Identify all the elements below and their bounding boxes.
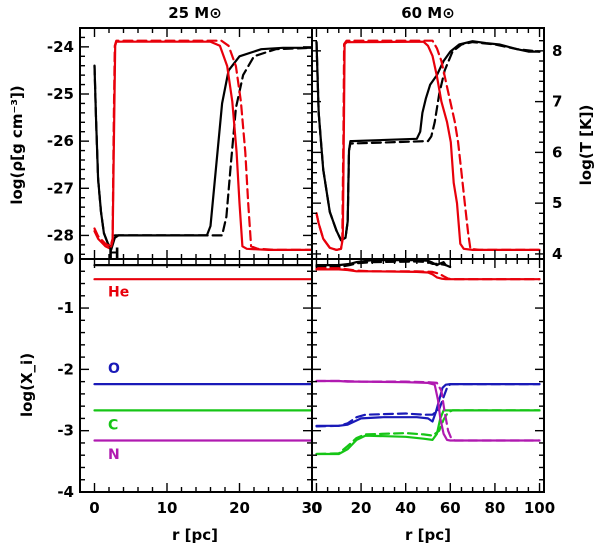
abundance-h-solid-60 (315, 259, 447, 267)
xtick-label-right: 80 (484, 499, 505, 517)
density-solid-60 (315, 40, 541, 242)
abundance-o-dashed-60 (315, 383, 541, 428)
ytick-label-density: 0 (64, 250, 74, 268)
ytick-label-density: -27 (47, 179, 74, 197)
panel-top-right (315, 39, 541, 251)
species-label-o: O (108, 361, 120, 377)
species-labels: H He O CN (108, 246, 129, 463)
xtick-label-left: 0 (89, 499, 99, 517)
title-25-msun: 25 M⊙ (168, 4, 222, 22)
abundance-n-dashed-60 (315, 379, 541, 442)
abundance-c-solid-60 (315, 409, 541, 456)
density-dashed-25 (93, 46, 312, 249)
abundance-n-solid-60 (315, 379, 541, 442)
density-dashed-60 (315, 41, 541, 242)
ytick-label-density: -26 (47, 132, 74, 150)
xtick-label-right: 20 (351, 499, 372, 517)
temperature-solid-60 (315, 40, 541, 251)
ytick-label-temperature: 8 (552, 42, 562, 60)
xlabel-right: r [pc] (405, 526, 451, 544)
xtick-label-left: 10 (157, 499, 178, 517)
xtick-label-right: 100 (524, 499, 555, 517)
xtick-label-right: 40 (395, 499, 416, 517)
xlabel-left: r [pc] (172, 526, 218, 544)
ylabel-density: log(ρ[g cm⁻³]) (8, 85, 26, 204)
ytick-label-abundance: -2 (57, 360, 74, 378)
species-label-he: He (108, 284, 129, 300)
axes-group: 0 10 20 300 20 40 60 80 100-24-25-26-27-280 45678… (47, 27, 562, 517)
ytick-label-temperature: 6 (552, 143, 562, 161)
xtick-label-right: 60 (440, 499, 461, 517)
ytick-label-density: -28 (47, 226, 74, 244)
title-60-msun: 60 M⊙ (401, 4, 455, 22)
ytick-label-temperature: 5 (552, 194, 562, 212)
species-label-n: N (108, 447, 120, 463)
ytick-label-temperature: 4 (552, 245, 562, 263)
xtick-label-right: 0 (311, 499, 321, 517)
xtick-label-left: 20 (229, 499, 250, 517)
ytick-label-abundance: -4 (57, 483, 74, 501)
species-label-h: H (108, 246, 120, 262)
ytick-label-abundance: -3 (57, 422, 74, 440)
ylabel-abundance: log(X_i) (18, 353, 36, 417)
temperature-dashed-25 (93, 39, 312, 251)
panel-top-left (93, 39, 312, 251)
panel-bottom-right (315, 259, 541, 456)
xtick-label-left: 30 (302, 499, 323, 517)
ylabel-temperature: log(T [K]) (577, 105, 595, 186)
abundance-o-solid-60 (315, 383, 541, 427)
species-label-c: C (108, 418, 118, 434)
temperature-solid-25 (93, 40, 312, 251)
abundance-c-dashed-60 (315, 409, 541, 456)
density-solid-25 (93, 46, 312, 251)
panel-bottom-left (93, 264, 312, 442)
ytick-label-density: -25 (47, 85, 74, 103)
ytick-label-temperature: 7 (552, 93, 562, 111)
abundance-he-solid-60 (315, 268, 541, 281)
ytick-label-abundance: -1 (57, 299, 74, 317)
ytick-label-density: -24 (47, 38, 74, 56)
frame-bottom-right (311, 258, 545, 493)
